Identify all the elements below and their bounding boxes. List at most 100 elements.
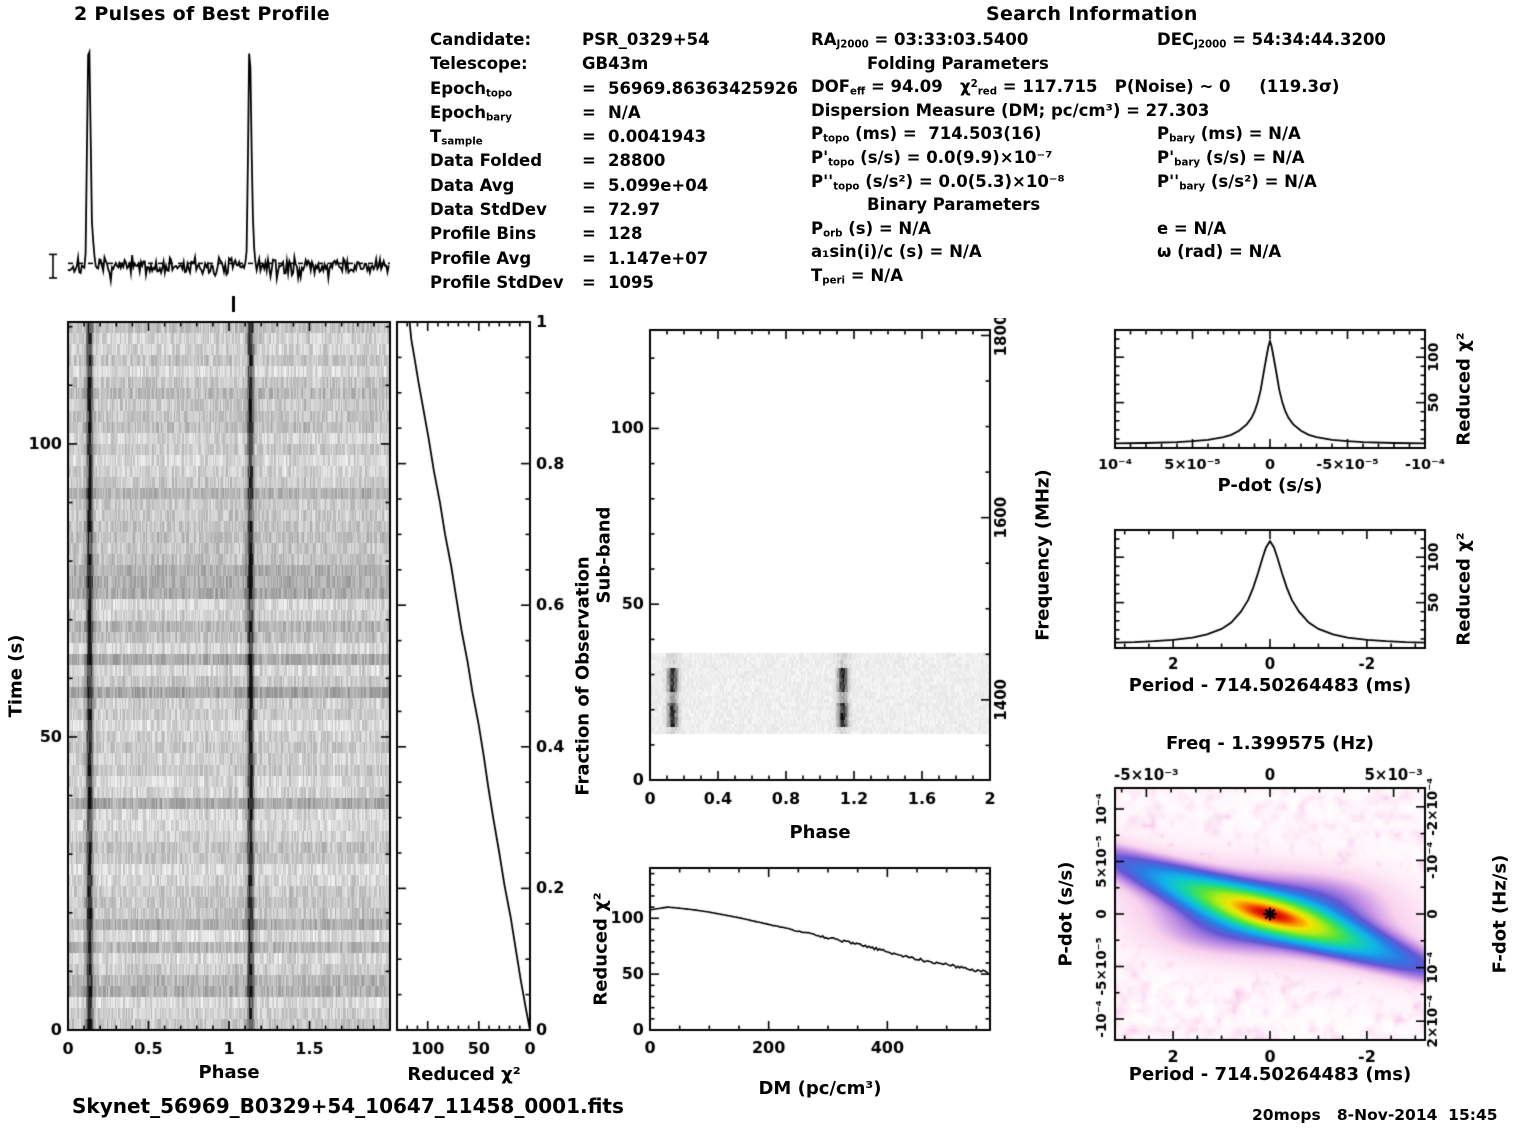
info-label: Candidate: xyxy=(430,30,537,49)
chi2-vs-period-canvas xyxy=(1098,518,1450,678)
fraction-axis-label: Fraction of Observation xyxy=(572,556,594,796)
chi2-vs-dm-canvas xyxy=(612,856,1014,1066)
info-label: Data StdDev xyxy=(430,200,547,220)
profile-title: 2 Pulses of Best Profile xyxy=(74,3,330,25)
info-equals: = xyxy=(582,248,596,268)
info-row: Data Folded = 28800 xyxy=(430,151,800,175)
info-value: 28800 xyxy=(608,151,666,171)
map-pdot-axis-label: P-dot (s/s) xyxy=(1055,861,1077,967)
info-equals: = xyxy=(582,175,596,195)
search-info-line: a₁sin(i)/c (s) = N/A ω (rad) = N/A xyxy=(805,242,1515,266)
info-value: N/A xyxy=(608,102,641,122)
info-value: 5.099e+04 xyxy=(608,175,709,195)
chi2-axis-label-dm: Reduced χ² xyxy=(590,892,612,1006)
search-info-item: ω (rad) = N/A xyxy=(1157,242,1282,262)
phase-axis-label: Phase xyxy=(198,1062,260,1083)
phase-axis-label-sub: Phase xyxy=(789,822,851,843)
time-phase-waterfall-canvas xyxy=(28,312,400,1074)
info-label: Epochtopo xyxy=(430,78,513,100)
search-info-item: P'topo (s/s) = 0.0(9.9)×10⁻⁷ xyxy=(811,147,1053,169)
subband-phase-canvas xyxy=(612,318,1044,830)
search-info-item: Tperi = N/A xyxy=(811,265,903,287)
subband-axis-label: Sub-band xyxy=(593,506,615,604)
info-label: Epochbary xyxy=(430,102,512,124)
fdot-axis-label: F-dot (Hz/s) xyxy=(1489,854,1511,974)
info-equals: = xyxy=(582,78,596,98)
info-row: Epochtopo = 56969.86363425926 xyxy=(430,79,800,103)
info-row: Profile Avg = 1.147e+07 xyxy=(430,249,800,273)
info-equals: = xyxy=(582,127,596,147)
info-label: Telescope: xyxy=(430,54,534,74)
search-info-line: Folding Parameters xyxy=(805,54,1515,78)
datestamp-text: 20mops 8-Nov-2014 15:45 xyxy=(1252,1106,1498,1124)
info-value: 1.147e+07 xyxy=(608,248,709,268)
search-info-item: Porb (s) = N/A xyxy=(811,218,932,240)
search-info-line: Dispersion Measure (DM; pc/cm³) = 27.303 xyxy=(805,101,1515,125)
search-info-item: Binary Parameters xyxy=(867,195,1041,215)
pdot-axis-label: P-dot (s/s) xyxy=(1217,475,1323,496)
search-info-item: a₁sin(i)/c (s) = N/A xyxy=(811,242,982,262)
search-info-item: DOFeff = 94.09 χ2red = 117.715 P(Noise) … xyxy=(811,77,1340,98)
info-row: Profile StdDev = 1095 xyxy=(430,273,800,297)
chi2-axis-label-frac: Reduced χ² xyxy=(407,1064,521,1085)
info-equals: = xyxy=(582,224,596,244)
candidate-info-block: Candidate: PSR_0329+54 Telescope: GB43m Ep… xyxy=(430,30,800,297)
freq-offset-title: Freq - 1.399575 (Hz) xyxy=(1166,733,1374,754)
info-value: 0.0041943 xyxy=(608,127,707,147)
info-row: Candidate: PSR_0329+54 xyxy=(430,30,800,54)
search-info-block: RAJ2000 = 03:33:03.5400 DECJ2000 = 54:34:… xyxy=(805,30,1515,290)
info-equals: = xyxy=(582,102,596,122)
frequency-axis-label: Frequency (MHz) xyxy=(1032,469,1054,641)
info-equals: = xyxy=(582,200,596,220)
filename-text: Skynet_56969_B0329+54_10647_11458_0001.f… xyxy=(72,1094,624,1118)
search-info-item: RAJ2000 = 03:33:03.5400 xyxy=(811,30,1029,51)
search-info-title: Search Information xyxy=(986,3,1198,25)
info-row: Tsample = 0.0041943 xyxy=(430,127,800,151)
search-info-line: Porb (s) = N/A e = N/A xyxy=(805,219,1515,243)
info-label: Profile Avg xyxy=(430,248,532,268)
info-label: Data Avg xyxy=(430,175,515,195)
info-row: Telescope: GB43m xyxy=(430,54,800,78)
search-info-item: P''topo (s/s²) = 0.0(5.3)×10⁻⁸ xyxy=(811,171,1065,193)
search-info-item: P'bary (s/s) = N/A xyxy=(1157,147,1305,169)
chi2-vs-pdot-canvas xyxy=(1098,318,1450,478)
search-info-item: P''bary (s/s²) = N/A xyxy=(1157,171,1317,193)
map-period-axis-label: Period - 714.50264483 (ms) xyxy=(1128,1064,1412,1085)
info-value: GB43m xyxy=(582,54,649,74)
search-info-line: Binary Parameters xyxy=(805,195,1515,219)
info-value: 128 xyxy=(608,224,643,244)
chi2-vs-fraction-canvas xyxy=(390,312,572,1074)
profile-plot-canvas xyxy=(40,26,395,318)
chi2-axis-label-period: Reduced χ² xyxy=(1453,532,1475,646)
search-info-line: P''topo (s/s²) = 0.0(5.3)×10⁻⁸ P''bary (s… xyxy=(805,172,1515,196)
search-info-line: Ptopo (ms) = 714.503(16) Pbary (ms) = N/A xyxy=(805,124,1515,148)
info-value: 72.97 xyxy=(608,200,661,220)
search-info-line: RAJ2000 = 03:33:03.5400 DECJ2000 = 54:34:… xyxy=(805,30,1515,54)
info-label: Tsample xyxy=(430,127,483,148)
search-info-item: Pbary (ms) = N/A xyxy=(1157,124,1301,145)
search-info-line: Tperi = N/A xyxy=(805,266,1515,290)
search-info-item: Folding Parameters xyxy=(867,53,1049,73)
info-row: Data StdDev = 72.97 xyxy=(430,200,800,224)
search-info-item: Dispersion Measure (DM; pc/cm³) = 27.303 xyxy=(811,100,1210,120)
info-value: 1095 xyxy=(608,272,654,292)
info-equals: = xyxy=(582,151,596,171)
period-axis-label: Period - 714.50264483 (ms) xyxy=(1128,675,1412,696)
search-info-line: P'topo (s/s) = 0.0(9.9)×10⁻⁷ P'bary (s/s)… xyxy=(805,148,1515,172)
search-info-line: DOFeff = 94.09 χ2red = 117.715 P(Noise) … xyxy=(805,77,1515,101)
info-value: PSR_0329+54 xyxy=(582,30,710,49)
info-row: Data Avg = 5.099e+04 xyxy=(430,176,800,200)
dm-axis-label: DM (pc/cm³) xyxy=(758,1078,882,1099)
search-info-item: DECJ2000 = 54:34:44.3200 xyxy=(1157,30,1386,51)
info-equals: = xyxy=(582,272,596,292)
info-label: Profile StdDev xyxy=(430,272,564,292)
search-info-item: e = N/A xyxy=(1157,218,1227,238)
search-info-item: Ptopo (ms) = 714.503(16) xyxy=(811,124,1042,145)
pdot-period-map-canvas xyxy=(1085,750,1465,1068)
info-label: Profile Bins xyxy=(430,224,537,244)
info-value: 56969.86363425926 xyxy=(608,78,798,98)
chi2-axis-label-pdot: Reduced χ² xyxy=(1453,332,1475,446)
time-axis-label: Time (s) xyxy=(5,634,27,718)
info-label: Data Folded xyxy=(430,151,543,171)
